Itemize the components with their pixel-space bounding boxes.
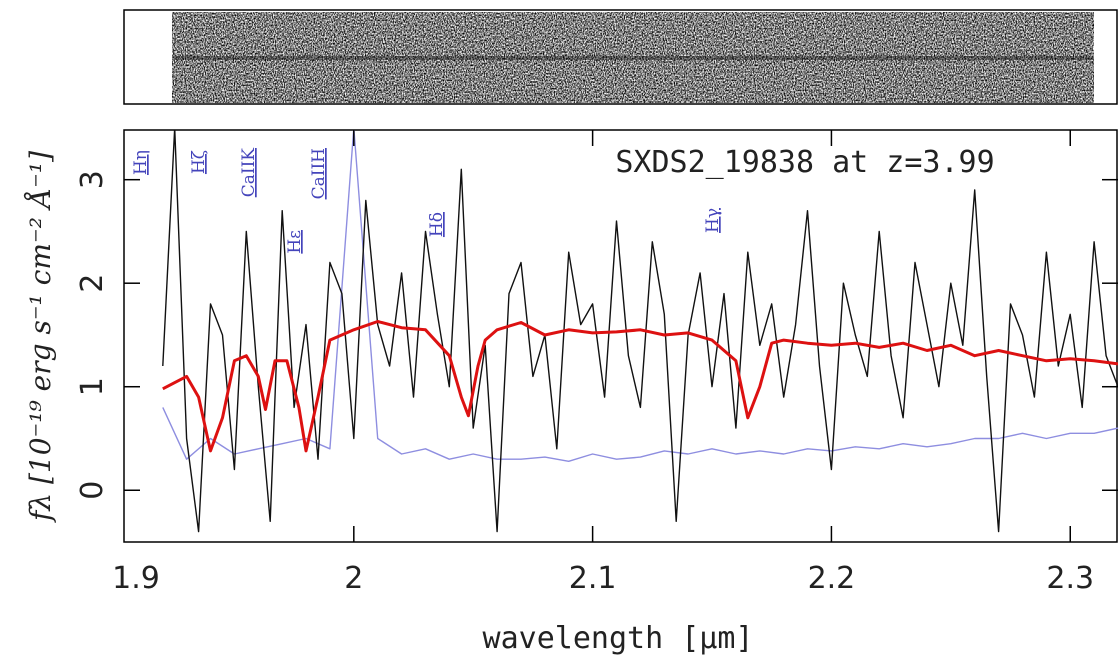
plot-area [162,130,1118,533]
spectrum-line [162,320,1118,453]
spectrum-line [162,130,1118,533]
line-label: Hδ [427,212,447,237]
spectrum-line [162,130,1118,462]
x-tick-label: 2 [344,561,363,596]
y-tick-label: 1 [75,377,110,396]
chart-title: SXDS2_19838 at z=3.99 [615,145,994,180]
y-tick-label: 3 [75,170,110,189]
spectrum-2d [123,9,1118,105]
x-tick-label: 2.1 [569,561,617,596]
x-axis-label: wavelength [μm] [483,621,754,656]
line-label: Hη [131,150,151,175]
x-tick-label: 1.9 [112,561,160,596]
x-tick-label: 2.2 [808,561,856,596]
y-tick-label: 2 [75,274,110,293]
y-axis-label: fλ [10⁻¹⁹ erg s⁻¹ cm⁻² Å⁻¹] [24,151,57,523]
line-label: Hγ [703,208,723,233]
line-label: Hε [285,230,305,254]
line-label: Hζ [189,150,209,174]
y-tick-label: 0 [75,481,110,500]
line-label: CaIIK [239,148,259,198]
line-label: CaIIH [309,148,329,199]
x-tick-label: 2.3 [1046,561,1094,596]
plot-frame [123,129,1118,543]
